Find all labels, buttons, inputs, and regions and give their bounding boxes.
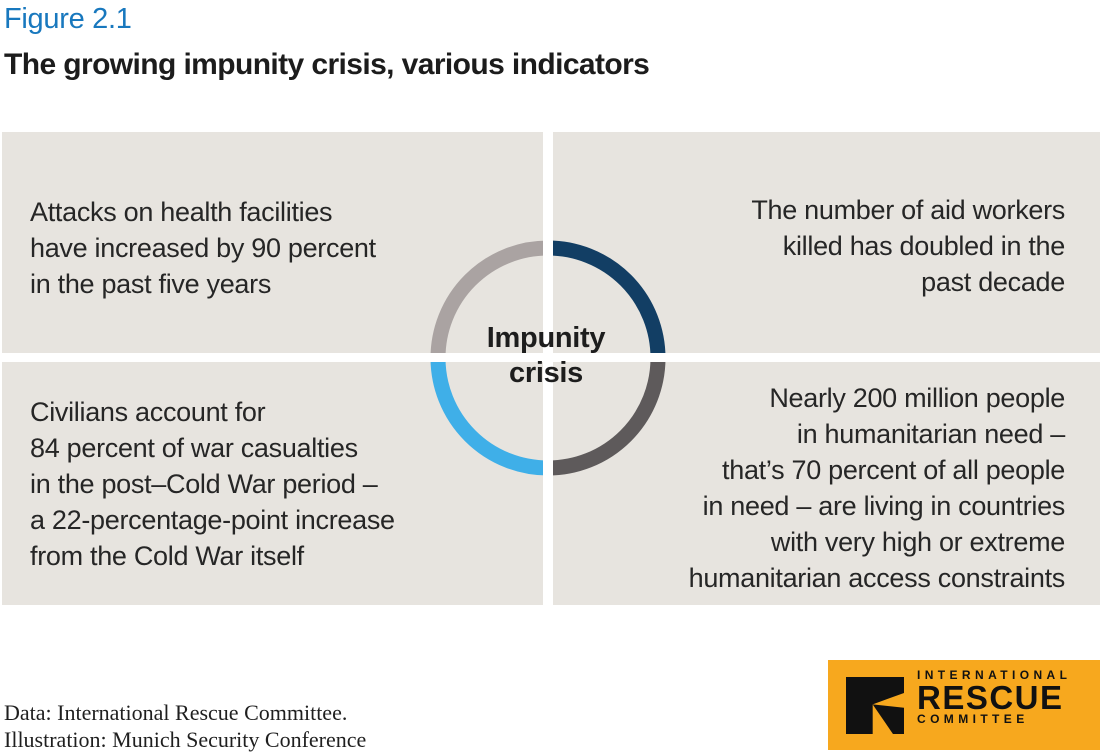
quadrant-text: The number of aid workers killed has dou… [751, 192, 1065, 300]
irc-logo: INTERNATIONAL RESCUE COMMITTEE [828, 660, 1100, 750]
figure-title: The growing impunity crisis, various ind… [4, 48, 650, 81]
text-line: a 22-percentage-point increase [30, 505, 395, 535]
illustration-credit-line: Illustration: Munich Security Conference [4, 727, 367, 752]
quadrant-attacks-on-health-facilities: Attacks on health facilities have increa… [2, 132, 543, 353]
quadrant-grid: Attacks on health facilities have increa… [2, 132, 1100, 605]
text-line: have increased by 90 percent [30, 233, 376, 263]
horizontal-gutter [2, 353, 1100, 362]
ring-arc-bottom-left [430, 357, 549, 476]
vertical-gutter [543, 132, 553, 605]
irc-logo-text: INTERNATIONAL RESCUE COMMITTEE [917, 669, 1092, 726]
quadrant-text: Attacks on health facilities have increa… [30, 194, 376, 302]
text-line: Nearly 200 million people [769, 383, 1065, 413]
text-line: in need – are living in countries [702, 491, 1066, 521]
ring-arc-bottom-right [547, 357, 666, 476]
text-line: with very high or extreme [770, 527, 1065, 557]
text-line: Civilians account for [30, 397, 266, 427]
text-line: in humanitarian need – [796, 419, 1065, 449]
mark-bottom-notch [872, 704, 893, 734]
text-line: in the past five years [30, 269, 272, 299]
impunity-ring-icon [430, 240, 666, 476]
quadrant-text: Nearly 200 million people in humanitaria… [688, 380, 1066, 596]
ring-arc-top-right [547, 240, 666, 359]
mark-right-notch [872, 692, 904, 708]
text-line: The number of aid workers [751, 195, 1065, 225]
source-note: Data: International Rescue Committee. Il… [4, 699, 366, 753]
text-line: Attacks on health facilities [30, 197, 333, 227]
text-line: in the post–Cold War period – [30, 469, 378, 499]
logo-line-committee: COMMITTEE [917, 712, 1029, 726]
quadrant-text: Civilians account for 84 percent of war … [30, 394, 395, 574]
irc-flag-mark-icon [846, 677, 904, 734]
text-line: killed has doubled in the [782, 231, 1066, 261]
text-line: past decade [921, 267, 1065, 297]
center-label-line2: crisis [509, 357, 583, 389]
text-line: from the Cold War itself [30, 541, 304, 571]
center-label-line1: Impunity [486, 322, 606, 354]
text-line: that’s 70 percent of all people [722, 455, 1065, 485]
logo-line-international: INTERNATIONAL [917, 668, 1072, 682]
data-source-line: Data: International Rescue Committee. [4, 700, 348, 725]
center-label: Impunity crisis [396, 321, 696, 391]
figure-number: Figure 2.1 [4, 3, 132, 35]
logo-line-rescue: RESCUE [917, 679, 1064, 716]
text-line: 84 percent of war casualties [30, 433, 358, 463]
ring-arc-top-left [430, 240, 549, 359]
text-line: humanitarian access constraints [688, 563, 1066, 593]
